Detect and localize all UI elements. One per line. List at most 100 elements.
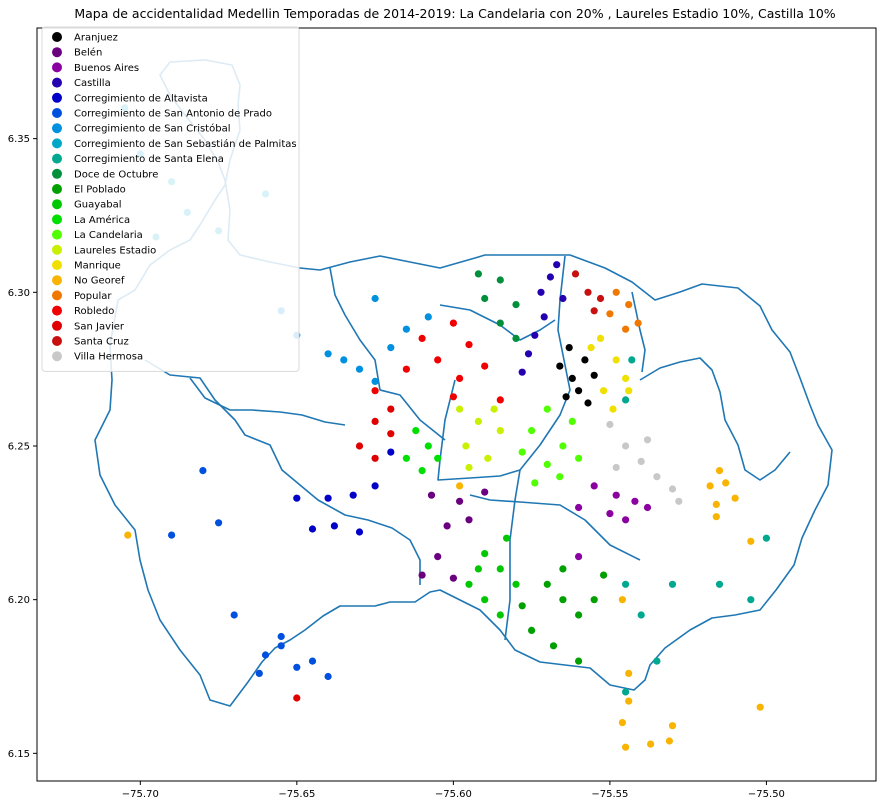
boundary-east-road — [631, 291, 646, 373]
data-point — [715, 467, 724, 475]
data-point — [503, 534, 511, 542]
data-point — [402, 454, 410, 462]
y-tick-label: 6.15 — [8, 749, 30, 760]
legend-label: Corregimiento de San Sebastián de Palmit… — [74, 138, 297, 150]
data-point — [355, 442, 364, 450]
legend: Aranjuez Belén Buenos Aires Castilla Corregi… — [41, 26, 300, 372]
legend-marker — [52, 62, 62, 73]
data-point — [590, 307, 598, 315]
data-point — [606, 509, 614, 518]
legend-label: Corregimiento de San Antonio de Prado — [74, 109, 272, 120]
data-point — [543, 580, 551, 588]
data-point — [625, 669, 633, 678]
boundary-santa-elena — [639, 357, 791, 481]
legend-marker — [52, 275, 62, 286]
legend-marker — [52, 184, 62, 194]
data-point — [387, 405, 395, 413]
data-point — [402, 325, 410, 333]
data-point — [496, 611, 504, 619]
data-point — [255, 669, 263, 678]
legend-marker — [52, 138, 62, 149]
data-point — [647, 740, 655, 748]
data-point — [418, 334, 426, 342]
data-point — [371, 294, 379, 303]
data-point — [371, 482, 379, 490]
data-point — [484, 454, 492, 462]
data-point — [434, 454, 442, 462]
data-point — [371, 417, 379, 425]
data-point — [596, 334, 605, 342]
data-point — [653, 473, 661, 481]
data-point — [512, 334, 520, 342]
data-point — [622, 516, 630, 524]
data-point — [324, 350, 332, 358]
legend-label: No Georef — [74, 276, 125, 287]
data-point — [575, 611, 583, 619]
data-point — [559, 442, 567, 450]
data-point — [622, 442, 630, 450]
data-point — [449, 393, 457, 401]
data-point — [637, 457, 645, 465]
data-point — [424, 442, 432, 450]
data-point — [622, 325, 630, 333]
data-point — [668, 485, 677, 493]
legend-label: Castilla — [74, 78, 111, 89]
data-point — [612, 356, 620, 364]
legend-marker — [52, 260, 62, 270]
axes: −75.70 −75.65 −75.60 −75.55 −75.50 6.15 6.20 6.… — [8, 27, 877, 800]
legend-label: Robledo — [74, 306, 114, 317]
legend-label: La Candelaria — [74, 230, 143, 241]
data-point — [481, 362, 489, 370]
data-point — [612, 288, 620, 296]
y-tick-label: 6.35 — [8, 134, 30, 145]
data-point — [465, 463, 473, 472]
chart-title: Mapa de accidentalidad Medellin Temporad… — [74, 6, 835, 21]
legend-marker — [52, 153, 62, 164]
y-tick-label: 6.30 — [8, 288, 30, 299]
data-point — [412, 427, 420, 435]
data-point — [449, 319, 457, 327]
data-point — [293, 494, 301, 502]
data-point — [449, 574, 457, 582]
legend-marker — [52, 336, 62, 346]
y-tick-label: 6.20 — [8, 595, 30, 606]
data-point — [355, 528, 364, 536]
data-point — [481, 596, 489, 604]
legend-marker — [52, 123, 62, 134]
data-point — [474, 565, 482, 573]
data-point — [590, 596, 598, 604]
legend-marker — [52, 244, 62, 255]
legend-label: El Poblado — [74, 185, 126, 196]
legend-label: Belén — [74, 47, 102, 59]
legend-label: Doce de Octubre — [74, 169, 158, 180]
data-point — [277, 632, 285, 641]
legend-marker — [52, 214, 62, 225]
data-point — [625, 387, 633, 395]
data-point — [465, 341, 473, 349]
boundary-western-ridge — [144, 359, 421, 585]
data-point — [712, 500, 720, 508]
data-point — [625, 697, 633, 705]
data-point — [581, 356, 589, 364]
data-point — [553, 261, 561, 269]
data-point — [590, 371, 598, 379]
data-point — [637, 611, 645, 619]
data-point — [606, 310, 614, 318]
data-point — [559, 565, 567, 573]
data-point — [622, 688, 630, 696]
data-point — [747, 537, 755, 545]
boundary-west-middle — [329, 267, 446, 441]
data-point — [456, 497, 464, 505]
data-point — [481, 488, 489, 496]
data-point — [518, 602, 526, 610]
data-point — [528, 427, 536, 435]
data-point — [215, 519, 223, 527]
data-point — [575, 553, 583, 561]
data-point — [584, 399, 592, 407]
plot-frame — [36, 27, 877, 782]
legend-marker — [52, 229, 62, 240]
data-point — [612, 491, 620, 499]
data-point — [575, 657, 583, 665]
data-point — [518, 368, 526, 376]
